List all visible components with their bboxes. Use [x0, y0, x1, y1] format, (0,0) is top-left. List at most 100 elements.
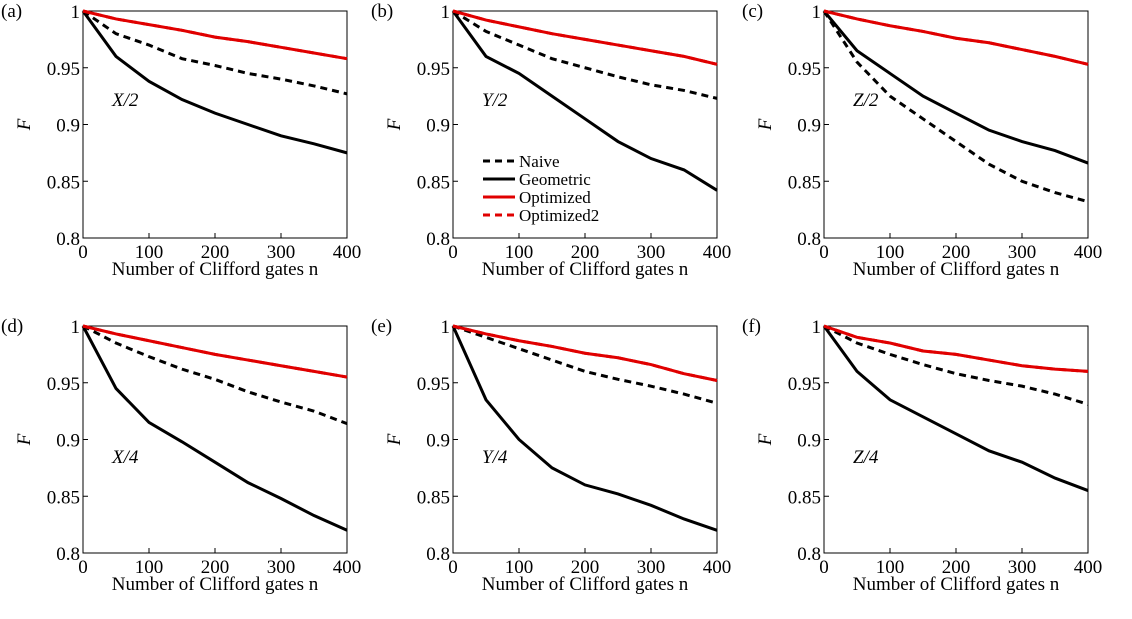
panel-label: (c) [742, 1, 763, 22]
y-axis-label: F [14, 118, 35, 131]
x-tick-label: 0 [78, 242, 88, 263]
series-line [82, 324, 348, 426]
y-tick-label: 0.8 [56, 229, 80, 250]
panel-label: (b) [371, 1, 393, 22]
legend-label: Optimized [519, 188, 591, 207]
y-tick-label: 0.9 [797, 431, 821, 452]
y-tick-label: 1 [441, 317, 451, 338]
plot-frame [82, 325, 348, 554]
panel-label: (e) [371, 316, 392, 337]
x-axis-label: Number of Clifford gates n [112, 574, 319, 595]
x-tick-label: 400 [333, 242, 362, 263]
x-tick-label: 200 [571, 242, 600, 263]
x-tick-label: 0 [819, 242, 829, 263]
y-tick-label: 1 [812, 317, 822, 338]
x-tick-label: 300 [1008, 557, 1037, 578]
y-tick-label: 0.95 [47, 59, 80, 80]
y-tick-label: 0.85 [417, 172, 450, 193]
x-tick-label: 400 [1074, 242, 1103, 263]
panel-label: (f) [742, 316, 761, 337]
y-axis-label: F [384, 433, 405, 446]
x-tick-label: 100 [135, 557, 164, 578]
y-tick-label: 0.95 [788, 374, 821, 395]
x-axis-label: Number of Clifford gates n [853, 259, 1060, 280]
x-tick-label: 300 [1008, 242, 1037, 263]
x-tick-label: 400 [703, 242, 732, 263]
x-tick-label: 200 [942, 557, 971, 578]
y-tick-label: 0.85 [788, 487, 821, 508]
y-tick-label: 0.9 [56, 116, 80, 137]
plot-frame [823, 10, 1089, 239]
x-tick-label: 300 [267, 557, 296, 578]
legend-label: Geometric [519, 170, 591, 189]
y-tick-label: 1 [812, 2, 822, 23]
x-axis-label: Number of Clifford gates n [482, 259, 689, 280]
y-tick-label: 0.9 [56, 431, 80, 452]
x-tick-label: 200 [942, 242, 971, 263]
annotation: Y/2 [482, 90, 508, 111]
y-tick-label: 0.85 [417, 487, 450, 508]
series-line [822, 10, 1089, 204]
series-line [823, 324, 1089, 406]
x-tick-label: 300 [637, 242, 666, 263]
y-tick-label: 0.9 [797, 116, 821, 137]
series-line [822, 325, 1089, 492]
x-tick-label: 300 [267, 242, 296, 263]
x-axis-label: Number of Clifford gates n [482, 574, 689, 595]
y-tick-label: 0.95 [788, 59, 821, 80]
legend-label: Naive [519, 152, 560, 171]
x-tick-label: 0 [819, 557, 829, 578]
series-line [823, 324, 1089, 373]
y-tick-label: 0.85 [47, 487, 80, 508]
x-tick-label: 200 [571, 557, 600, 578]
y-tick-label: 1 [71, 2, 81, 23]
series-line [81, 325, 348, 532]
plot-frame [82, 10, 348, 239]
y-tick-label: 1 [441, 2, 451, 23]
y-tick-label: 0.8 [797, 229, 821, 250]
series-line [82, 324, 348, 379]
y-tick-label: 0.95 [417, 374, 450, 395]
series-line [452, 324, 718, 382]
series-line [452, 9, 718, 66]
y-tick-label: 0.8 [426, 544, 450, 565]
x-tick-label: 400 [333, 557, 362, 578]
y-tick-label: 0.8 [56, 544, 80, 565]
series-line [823, 9, 1089, 66]
x-tick-label: 300 [637, 557, 666, 578]
series-line [451, 10, 718, 192]
plot-frame [452, 325, 718, 554]
x-tick-label: 100 [876, 242, 905, 263]
x-axis-label: Number of Clifford gates n [853, 574, 1060, 595]
x-tick-label: 0 [78, 557, 88, 578]
y-tick-label: 0.9 [426, 116, 450, 137]
y-axis-label: F [14, 433, 35, 446]
x-tick-label: 100 [135, 242, 164, 263]
series-line [823, 324, 1089, 373]
annotation: X/2 [111, 90, 139, 111]
y-tick-label: 0.95 [47, 374, 80, 395]
x-tick-label: 200 [201, 557, 230, 578]
legend-label: Optimized2 [519, 206, 599, 225]
annotation: Z/4 [853, 447, 879, 468]
plot-frame [823, 325, 1089, 554]
y-tick-label: 0.8 [797, 544, 821, 565]
y-tick-label: 0.9 [426, 431, 450, 452]
y-tick-label: 1 [71, 317, 81, 338]
x-tick-label: 0 [448, 557, 458, 578]
y-tick-label: 0.85 [788, 172, 821, 193]
x-tick-label: 400 [1074, 557, 1103, 578]
annotation: X/4 [111, 447, 139, 468]
y-axis-label: F [755, 433, 776, 446]
x-axis-label: Number of Clifford gates n [112, 259, 319, 280]
x-tick-label: 100 [505, 557, 534, 578]
series-line [452, 324, 718, 405]
x-tick-label: 200 [201, 242, 230, 263]
x-tick-label: 400 [703, 557, 732, 578]
x-tick-label: 100 [876, 557, 905, 578]
y-tick-label: 0.95 [417, 59, 450, 80]
annotation: Z/2 [853, 90, 879, 111]
series-line [82, 9, 348, 61]
y-axis-label: F [755, 118, 776, 131]
